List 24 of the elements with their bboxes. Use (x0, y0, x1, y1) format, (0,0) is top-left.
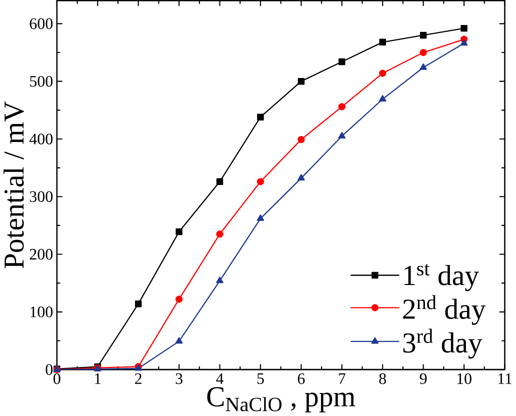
y-tick-label: 600 (30, 18, 53, 30)
y-tick-label: 0 (46, 364, 53, 375)
x-tick-label: 8 (379, 373, 386, 384)
x-tick-label: 4 (216, 373, 224, 384)
x-tick-label: 6 (298, 373, 305, 384)
x-tick-label: 1 (95, 373, 101, 384)
legend-label: 2$^{nd}$ day (403, 295, 486, 325)
x-tick-label: 3 (176, 373, 182, 384)
y-tick-label: 400 (29, 134, 53, 144)
legend-label: 1$^{st}$ day (404, 264, 479, 292)
x-axis-title: C$_{NaClO}$ , ppm (207, 387, 356, 412)
legend-label: 3$^{rd}$ day (403, 328, 482, 359)
y-tick-label: 500 (30, 76, 53, 87)
y-tick-label: 100 (30, 306, 53, 318)
y-tick-label: 300 (30, 191, 53, 202)
x-tick-label: 0 (54, 373, 60, 384)
x-tick-label: 2 (135, 373, 142, 384)
y-tick-label: 200 (30, 248, 53, 260)
y-axis-title: Potential / mV (4, 101, 24, 268)
x-tick-label: 5 (257, 373, 264, 384)
x-tick-label: 10 (457, 373, 472, 384)
x-tick-label: 9 (420, 373, 427, 384)
x-tick-label: 7 (338, 373, 346, 384)
x-tick-label: 11 (498, 373, 512, 384)
